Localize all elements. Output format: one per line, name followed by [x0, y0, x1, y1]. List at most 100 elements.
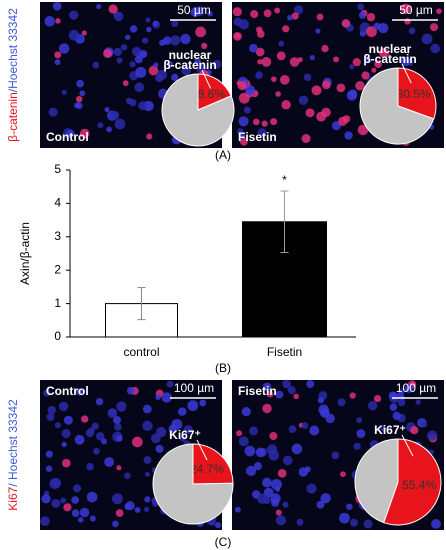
cell: [138, 101, 148, 111]
cell: [361, 71, 370, 80]
cell: [392, 411, 401, 420]
cell: [234, 506, 241, 513]
cell: [159, 39, 166, 46]
cell: [316, 500, 325, 509]
cell: [155, 394, 161, 401]
cell: [89, 515, 96, 522]
cell: [297, 57, 303, 63]
cell: [134, 82, 145, 93]
cell: [397, 398, 406, 407]
cell: [54, 59, 61, 66]
cell: [373, 394, 382, 403]
cell: [75, 95, 83, 103]
cell: [415, 399, 421, 405]
cell: [352, 57, 361, 67]
x-tick-label: control: [123, 345, 159, 359]
cell: [321, 44, 329, 53]
side-label-red: β-catenin: [6, 92, 20, 142]
cell: [115, 509, 124, 517]
cell: [288, 425, 297, 433]
cell: [167, 61, 174, 68]
cell: [355, 81, 365, 91]
cell: [85, 428, 95, 438]
cell: [101, 438, 108, 445]
cell: [275, 515, 287, 526]
cell: [111, 493, 123, 505]
pie-annotation: nuclear: [169, 48, 212, 62]
cell: [144, 471, 150, 477]
cell: [262, 403, 272, 414]
cell: [336, 83, 346, 93]
pie-value-label: 55.4%: [402, 478, 436, 492]
cell: [366, 26, 377, 38]
pie-slice: [192, 443, 234, 485]
cell: [349, 64, 355, 70]
cell: [271, 479, 282, 490]
cell: [301, 133, 311, 143]
cell: [49, 478, 61, 489]
pie-slice: [197, 73, 232, 111]
cell: [279, 74, 290, 85]
cell: [106, 126, 112, 133]
cell: [344, 131, 353, 140]
pie-slice: [152, 443, 234, 525]
cell: [114, 118, 126, 130]
cell: [380, 425, 387, 432]
cell: [363, 519, 373, 529]
cell: [155, 444, 164, 453]
cell: [263, 487, 274, 498]
cell: [316, 13, 324, 21]
cell: [277, 468, 287, 478]
cell: [237, 81, 247, 91]
cell: [95, 432, 105, 441]
cell: [379, 47, 390, 59]
leader-line: [201, 69, 212, 89]
cell: [95, 397, 104, 406]
cell: [281, 100, 291, 110]
cell: [317, 397, 325, 404]
cell: [194, 57, 201, 65]
cell: [201, 42, 208, 50]
pie-slice: [354, 438, 399, 524]
cell: [238, 19, 249, 30]
cell: [45, 450, 53, 458]
cell: [63, 415, 73, 425]
cell: [303, 73, 312, 82]
cell: [316, 111, 327, 122]
cell: [241, 407, 251, 417]
cell: [366, 12, 376, 22]
cell: [61, 89, 67, 96]
image-label: Control: [46, 384, 89, 398]
cell: [97, 122, 104, 129]
cell: [180, 33, 191, 45]
cell: [134, 55, 143, 64]
cell: [212, 59, 222, 69]
cell: [77, 517, 84, 523]
cell: [146, 26, 152, 33]
cell: [125, 34, 131, 40]
cell: [266, 390, 274, 398]
cell: [261, 57, 272, 67]
cell: [69, 10, 79, 20]
cell: [275, 390, 284, 399]
cell: [153, 62, 159, 68]
cell: [289, 57, 300, 67]
scale-bar-label: 100 µm: [396, 381, 436, 395]
cell: [339, 512, 350, 524]
cell: [72, 484, 82, 493]
cell: [113, 47, 122, 56]
side-label-red: Ki67: [6, 486, 20, 510]
cell: [71, 509, 80, 517]
cell: [79, 128, 90, 139]
cell: [52, 1, 62, 11]
cell: [171, 73, 179, 82]
cell: [287, 386, 296, 395]
cell: [349, 518, 359, 527]
cell: [356, 429, 366, 439]
cell: [321, 80, 331, 90]
cell: [271, 498, 280, 507]
cell: [171, 418, 183, 430]
cell: [342, 115, 351, 123]
scale-bar-label: 100 µm: [174, 381, 214, 395]
